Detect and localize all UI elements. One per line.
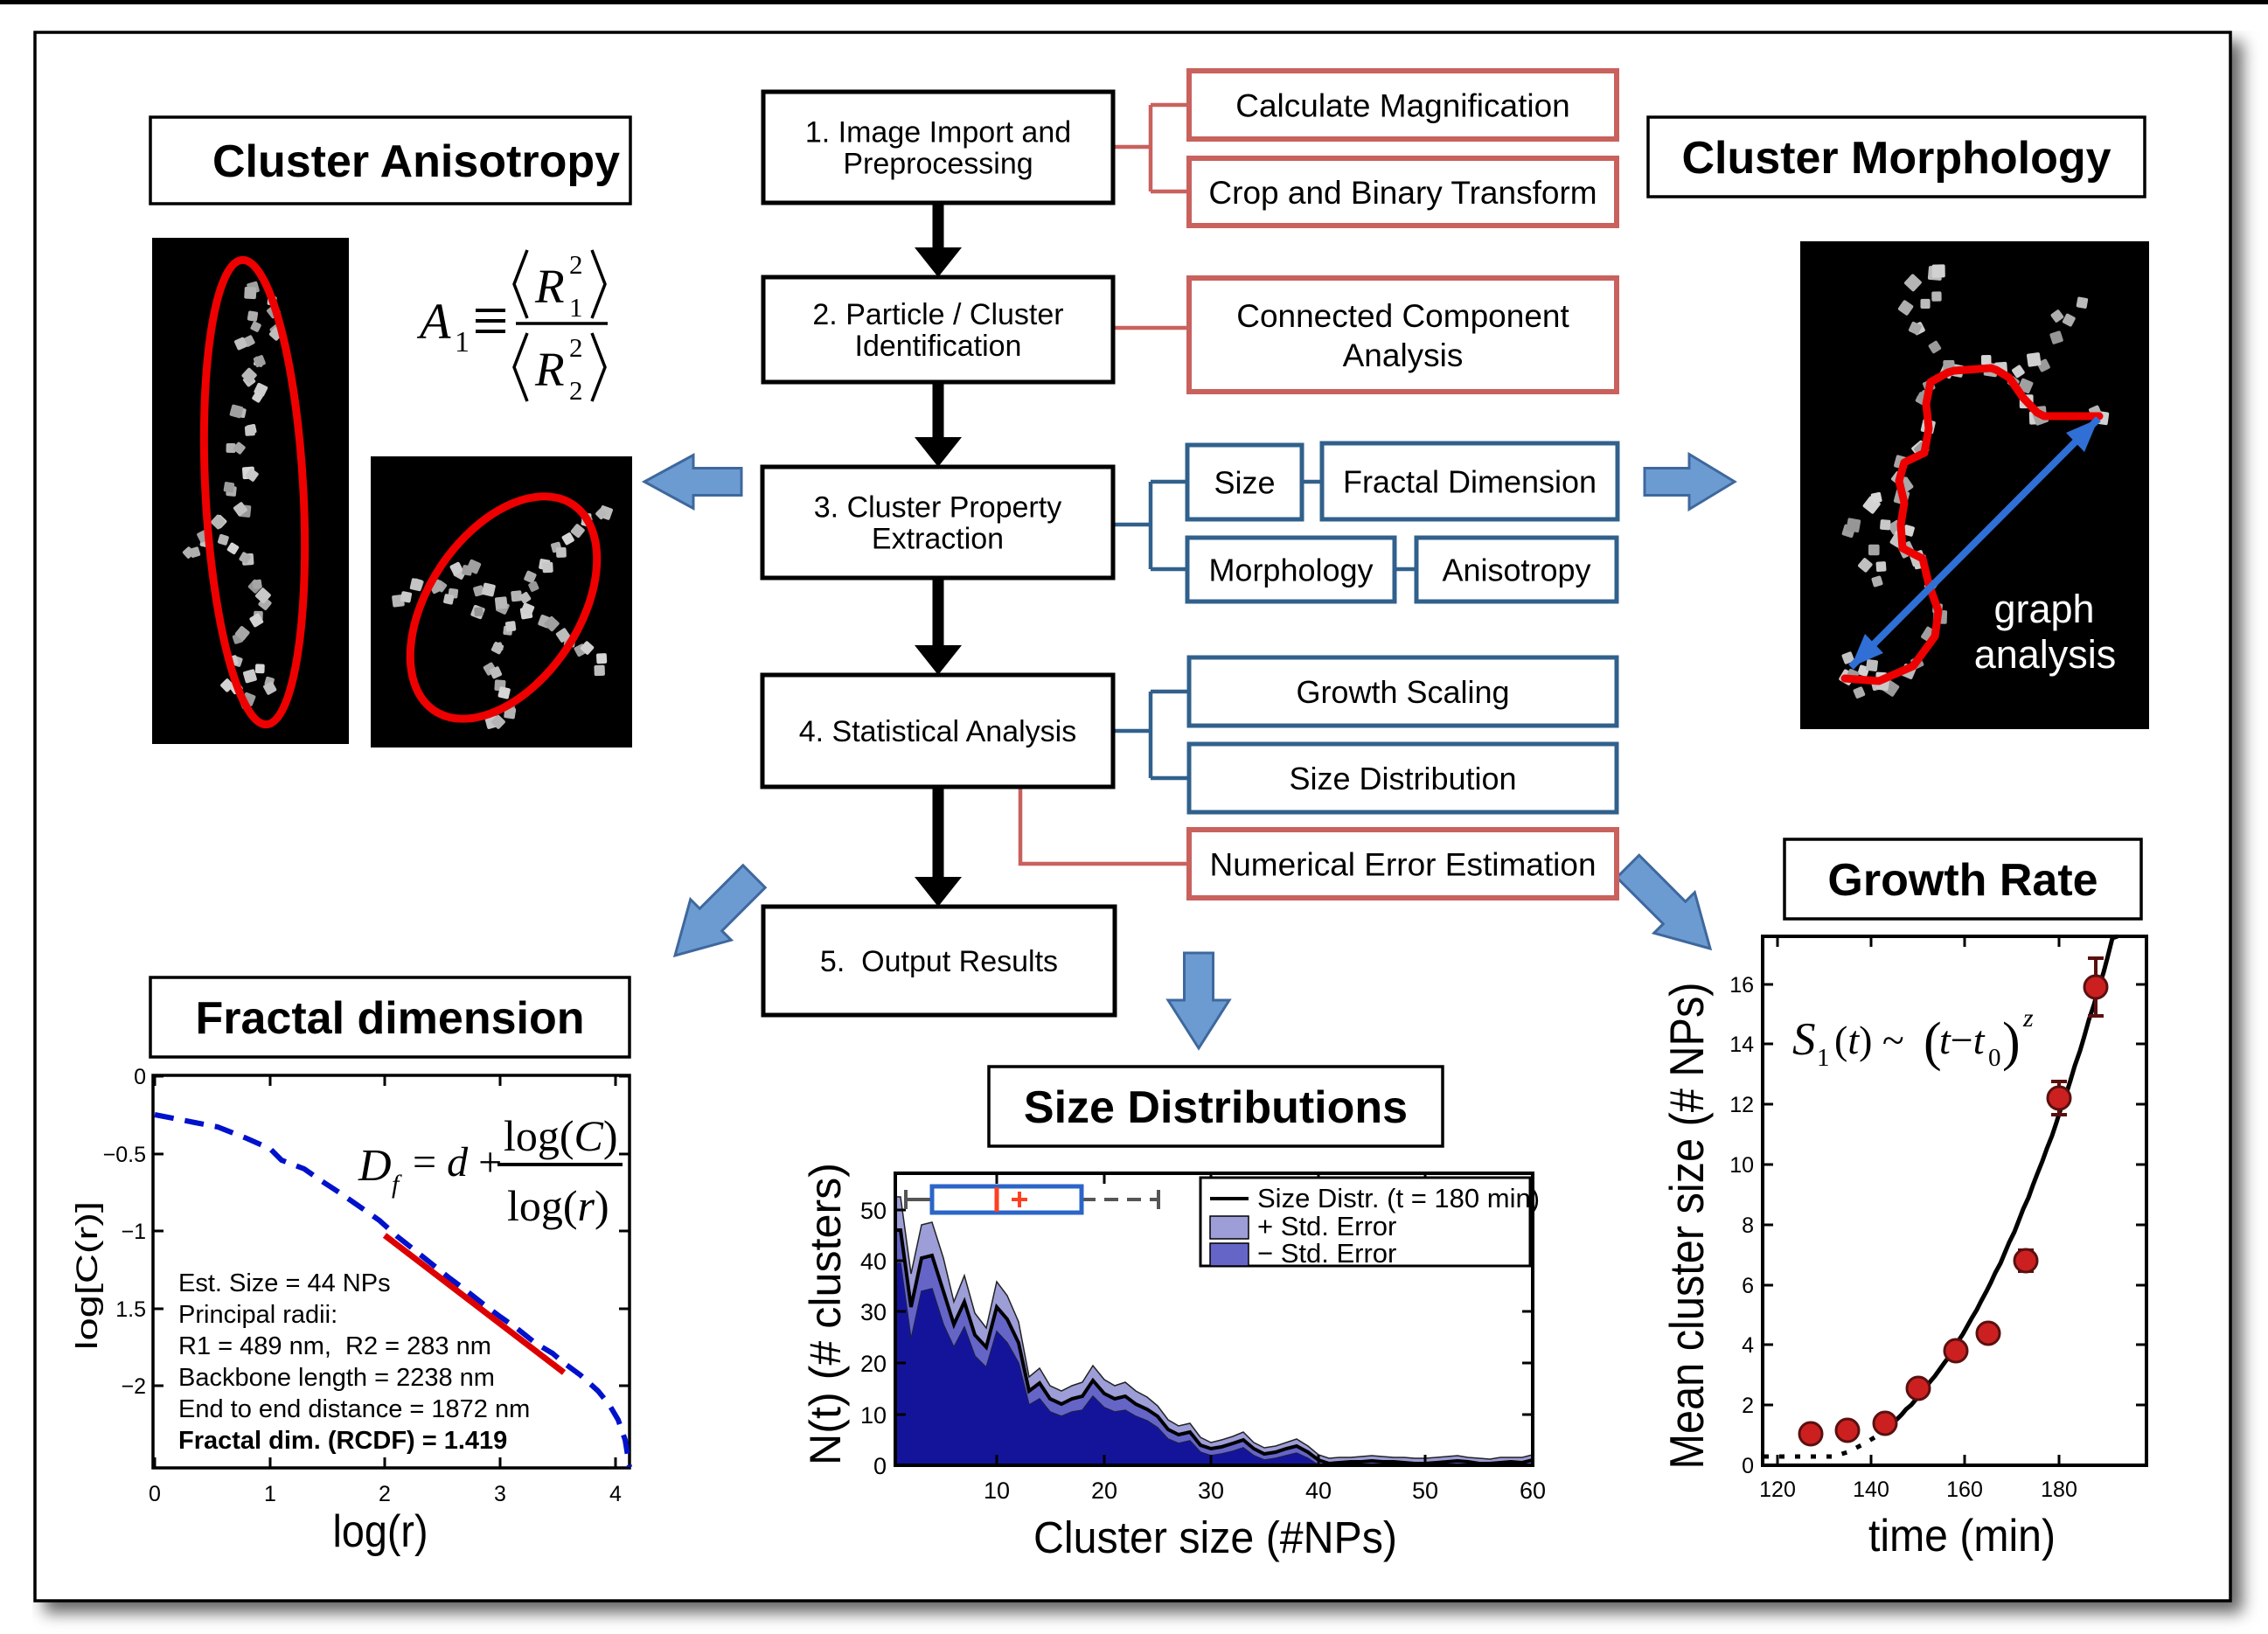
svg-text:2: 2 <box>379 1482 391 1506</box>
svg-text:(: ( <box>1924 1012 1942 1072</box>
svg-text:10: 10 <box>860 1402 887 1429</box>
svg-text:5. Output Results: 5. Output Results <box>820 945 1058 978</box>
svg-text:50: 50 <box>860 1198 887 1224</box>
svg-text:End to end distance = 1872 nm: End to end distance = 1872 nm <box>178 1395 530 1423</box>
svg-text:20: 20 <box>860 1351 887 1377</box>
svg-text:t−t: t−t <box>1939 1018 1986 1062</box>
svg-text:2: 2 <box>569 249 583 280</box>
svg-text:Growth Scaling: Growth Scaling <box>1296 674 1509 710</box>
svg-text:Size Distributions: Size Distributions <box>1024 1082 1408 1133</box>
svg-text:4: 4 <box>609 1482 622 1506</box>
svg-text:Identification: Identification <box>855 330 1022 363</box>
svg-text:R: R <box>534 260 565 313</box>
svg-text:6: 6 <box>1742 1274 1754 1298</box>
svg-text:50: 50 <box>1412 1478 1438 1504</box>
svg-text:1: 1 <box>1817 1044 1830 1072</box>
svg-text:log(r): log(r) <box>333 1506 428 1557</box>
svg-text:Crop and Binary Transform: Crop and Binary Transform <box>1208 175 1597 211</box>
svg-text:Cluster Anisotropy: Cluster Anisotropy <box>212 136 620 187</box>
svg-text:Fractal dim. (RCDF) = 1.419: Fractal dim. (RCDF) = 1.419 <box>178 1427 507 1455</box>
svg-text:Extraction: Extraction <box>872 523 1004 556</box>
svg-text:graph: graph <box>1993 587 2094 631</box>
svg-text:3: 3 <box>494 1482 506 1506</box>
svg-text:Cluster size (#NPs): Cluster size (#NPs) <box>1033 1512 1397 1562</box>
svg-text:S: S <box>1792 1014 1816 1065</box>
svg-text:log[C(r)]: log[C(r)] <box>71 1201 104 1350</box>
svg-text:12: 12 <box>1729 1093 1754 1117</box>
svg-text:−2: −2 <box>121 1374 146 1399</box>
svg-text:1: 1 <box>455 326 470 358</box>
svg-text:1. Image Import and: 1. Image Import and <box>805 116 1071 149</box>
svg-text:0: 0 <box>149 1482 161 1506</box>
svg-text:8: 8 <box>1742 1213 1754 1238</box>
svg-text:4. Statistical Analysis: 4. Statistical Analysis <box>799 715 1076 748</box>
svg-text:2: 2 <box>569 332 583 363</box>
svg-text:R: R <box>534 343 565 396</box>
svg-text:−1: −1 <box>121 1220 146 1244</box>
svg-text:1: 1 <box>569 292 583 323</box>
svg-text:Analysis: Analysis <box>1343 337 1464 373</box>
svg-text:3. Cluster Property: 3. Cluster Property <box>814 491 1061 525</box>
svg-text:0: 0 <box>873 1453 887 1479</box>
svg-text:(t) ~: (t) ~ <box>1834 1018 1904 1062</box>
svg-text:Morphology: Morphology <box>1208 553 1373 588</box>
svg-text:Principal radii:: Principal radii: <box>178 1301 337 1329</box>
svg-text:Size Distr. (t = 180 min): Size Distr. (t = 180 min) <box>1257 1183 1540 1213</box>
svg-text:1: 1 <box>264 1482 276 1506</box>
svg-text:40: 40 <box>860 1248 887 1275</box>
svg-text:Numerical Error Estimation: Numerical Error Estimation <box>1209 846 1596 882</box>
svg-text:60: 60 <box>1520 1478 1546 1504</box>
svg-text:Cluster Morphology: Cluster Morphology <box>1681 133 2111 184</box>
svg-text:2: 2 <box>1742 1394 1754 1418</box>
svg-text:30: 30 <box>1198 1478 1224 1504</box>
svg-text:Backbone length = 2238 nm: Backbone length = 2238 nm <box>178 1364 495 1392</box>
svg-text:): ) <box>2002 1012 2021 1072</box>
svg-text:log(C): log(C) <box>504 1111 618 1160</box>
svg-text:− Std. Error: − Std. Error <box>1257 1238 1396 1269</box>
svg-text:0: 0 <box>134 1065 146 1089</box>
svg-text:Preprocessing: Preprocessing <box>843 148 1033 181</box>
svg-text:30: 30 <box>860 1299 887 1325</box>
svg-text:+ Std. Error: + Std. Error <box>1257 1211 1396 1241</box>
svg-text:Size Distribution: Size Distribution <box>1289 761 1516 796</box>
svg-text:R1 = 489 nm, R2 = 283 nm: R1 = 489 nm, R2 = 283 nm <box>178 1332 491 1360</box>
svg-text:A: A <box>416 293 451 350</box>
svg-text:20: 20 <box>1091 1478 1117 1504</box>
svg-text:Connected Component: Connected Component <box>1236 298 1569 334</box>
svg-text:Size: Size <box>1214 465 1275 501</box>
svg-text:0: 0 <box>1988 1044 2001 1072</box>
svg-text:140: 140 <box>1853 1478 1889 1502</box>
svg-text:16: 16 <box>1729 973 1754 998</box>
svg-text:Fractal dimension: Fractal dimension <box>196 993 585 1044</box>
svg-text:Growth Rate: Growth Rate <box>1827 855 2098 906</box>
svg-text:0: 0 <box>1742 1454 1754 1478</box>
svg-text:D: D <box>358 1141 392 1191</box>
svg-text:40: 40 <box>1305 1478 1332 1504</box>
svg-text:Mean cluster size (# NPs): Mean cluster size (# NPs) <box>1659 983 1714 1470</box>
svg-text:Anisotropy: Anisotropy <box>1442 553 1590 588</box>
svg-text:160: 160 <box>1946 1478 1983 1502</box>
svg-text:180: 180 <box>2041 1478 2077 1502</box>
svg-text:= d +: = d + <box>413 1139 502 1186</box>
svg-text:1.5: 1.5 <box>115 1297 146 1322</box>
svg-text:10: 10 <box>1729 1153 1754 1178</box>
svg-text:Fractal Dimension: Fractal Dimension <box>1343 464 1597 500</box>
svg-text:2. Particle / Cluster: 2. Particle / Cluster <box>812 298 1063 331</box>
svg-text:10: 10 <box>984 1478 1010 1504</box>
svg-text:z: z <box>2022 1004 2034 1033</box>
svg-text:Est. Size = 44 NPs: Est. Size = 44 NPs <box>178 1269 391 1297</box>
svg-text:4: 4 <box>1742 1333 1754 1358</box>
svg-text:log(r): log(r) <box>507 1181 609 1230</box>
svg-text:14: 14 <box>1729 1033 1754 1057</box>
svg-text:time (min): time (min) <box>1868 1511 2056 1561</box>
svg-text:−0.5: −0.5 <box>103 1143 146 1167</box>
svg-text:N(t) (# clusters): N(t) (# clusters) <box>801 1163 850 1465</box>
svg-text:2: 2 <box>569 375 583 406</box>
svg-text:analysis: analysis <box>1974 632 2117 677</box>
svg-text:120: 120 <box>1759 1478 1796 1502</box>
svg-text:Calculate Magnification: Calculate Magnification <box>1235 87 1570 123</box>
